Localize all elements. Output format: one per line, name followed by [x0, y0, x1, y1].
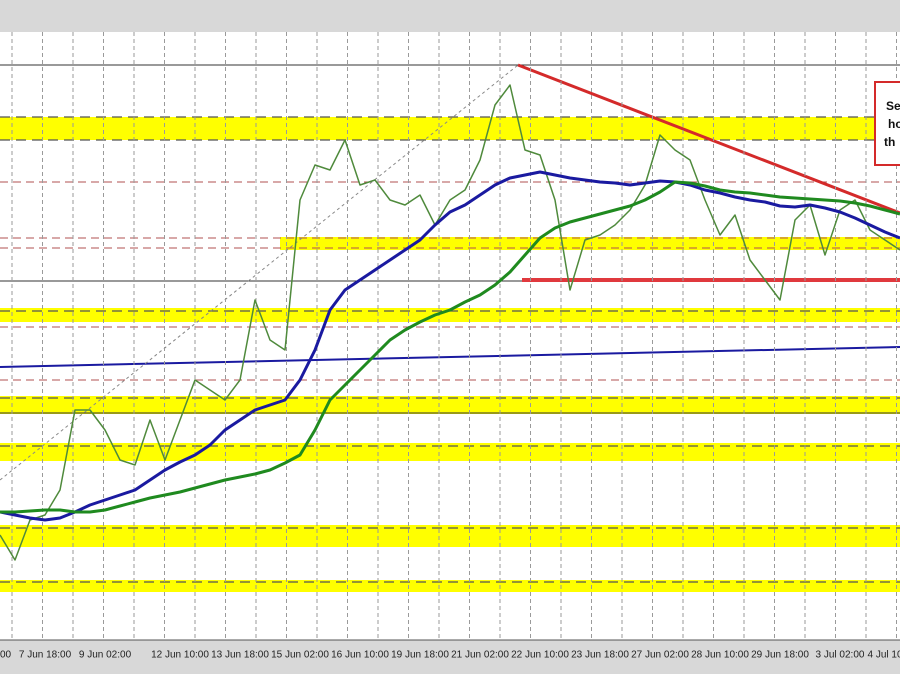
- x-tick-label: 21 Jun 02:00: [451, 650, 509, 661]
- annotation-text: th: [884, 135, 895, 149]
- annotation-text: ho: [888, 117, 900, 131]
- average-line: [0, 170, 900, 522]
- x-tick-label: 3 Jul 02:00: [816, 650, 865, 661]
- x-tick-label: 9 Jun 02:00: [79, 650, 132, 661]
- annotation-box: [874, 81, 900, 166]
- x-tick-label: 15 Jun 02:00: [271, 650, 329, 661]
- x-tick-label: 12 Jun 10:00: [151, 650, 209, 661]
- x-tick-label: 28 Jun 10:00: [691, 650, 749, 661]
- x-tick-label: 13 Jun 18:00: [211, 650, 269, 661]
- trend-line: [517, 63, 900, 215]
- annotation-text: Se: [886, 99, 900, 113]
- x-tick-label: 4 Jul 10: [867, 650, 900, 661]
- average-line: [0, 180, 900, 514]
- zone: [0, 396, 900, 414]
- x-tick-label: 29 Jun 18:00: [751, 650, 809, 661]
- layout: [0, 32, 900, 640]
- x-tick-label: 00: [0, 650, 12, 661]
- zone: [0, 117, 900, 140]
- x-tick-label: 22 Jun 10:00: [511, 650, 569, 661]
- series-layer: [0, 84, 900, 561]
- x-tick-label: 16 Jun 10:00: [331, 650, 389, 661]
- x-tick-label: 27 Jun 02:00: [631, 650, 689, 661]
- x-tick-label: 7 Jun 18:00: [19, 650, 72, 661]
- long-average: [0, 346, 900, 368]
- x-tick-label: 19 Jun 18:00: [391, 650, 449, 661]
- fib-line: [0, 64, 519, 481]
- x-tick-label: 23 Jun 18:00: [571, 650, 629, 661]
- price-line: [0, 84, 900, 561]
